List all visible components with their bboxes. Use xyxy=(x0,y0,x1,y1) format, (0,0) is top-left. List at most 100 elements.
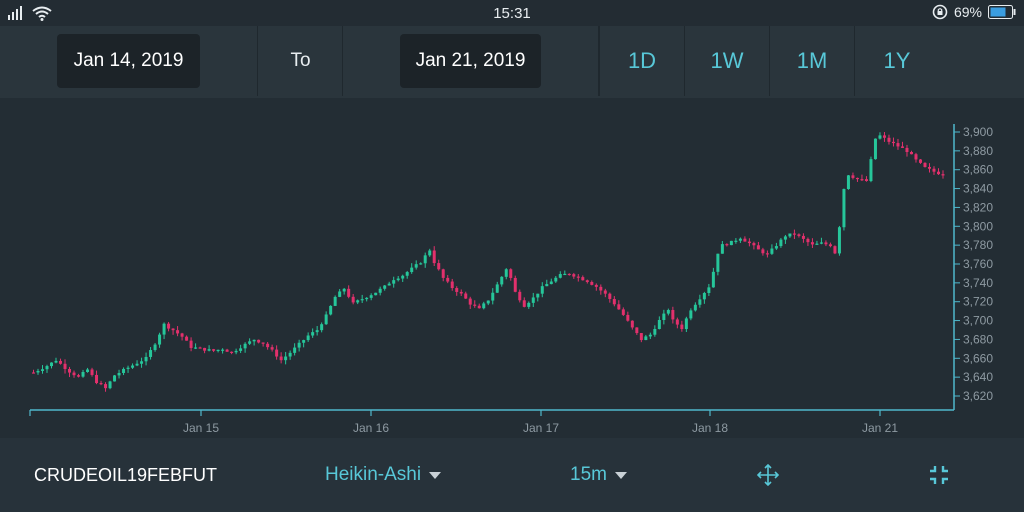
collapse-fullscreen-icon[interactable] xyxy=(927,463,951,487)
candle-body xyxy=(725,244,729,246)
candle-body xyxy=(680,324,684,330)
candle-body xyxy=(221,349,225,351)
candle-body xyxy=(113,375,117,382)
to-label-cell: To xyxy=(258,26,343,96)
candle-body xyxy=(108,381,112,389)
status-icons-left xyxy=(8,3,52,23)
candle-body xyxy=(693,304,697,311)
range-1w-button[interactable]: 1W xyxy=(684,26,769,96)
y-tick-label: 3,620 xyxy=(963,389,993,403)
candle-body xyxy=(626,314,630,321)
candle-body xyxy=(761,249,765,254)
candle-body xyxy=(432,250,436,264)
candle-body xyxy=(225,349,229,352)
candle-body xyxy=(572,274,576,277)
candle-body xyxy=(459,291,463,294)
candle-body xyxy=(711,271,715,288)
range-1m-button[interactable]: 1M xyxy=(769,26,854,96)
chart-type-dropdown[interactable]: Heikin-Ashi xyxy=(325,438,442,512)
candle-body xyxy=(297,342,301,348)
chart-controls-bar: CRUDEOIL19FEBFUT Heikin-Ashi 15m xyxy=(0,438,1024,512)
candle-body xyxy=(468,298,472,305)
candle-body xyxy=(788,233,792,237)
candle-body xyxy=(410,267,414,273)
candle-body xyxy=(54,360,58,363)
candle-body xyxy=(896,143,900,147)
candle-body xyxy=(900,146,904,148)
candle-body xyxy=(473,304,477,306)
candle-body xyxy=(846,175,850,190)
candle-body xyxy=(104,384,108,389)
candle-body xyxy=(657,320,661,330)
candle-body xyxy=(797,234,801,236)
candle-body xyxy=(653,329,657,335)
candle-body xyxy=(878,135,882,139)
candle-body xyxy=(162,323,166,335)
candle-body xyxy=(774,246,778,249)
candle-body xyxy=(873,138,877,160)
to-date-picker[interactable]: Jan 21, 2019 xyxy=(400,34,541,88)
candle-body xyxy=(563,273,567,276)
candle-body xyxy=(324,314,328,325)
from-date-picker[interactable]: Jan 14, 2019 xyxy=(57,34,200,88)
candle-body xyxy=(369,295,373,298)
candle-body xyxy=(513,277,517,292)
candle-body xyxy=(266,343,270,348)
candle-body xyxy=(891,141,895,144)
candle-body xyxy=(45,366,49,370)
to-label: To xyxy=(290,50,311,71)
candle-body xyxy=(518,291,522,301)
candle-body xyxy=(941,174,945,176)
candle-body xyxy=(446,277,450,282)
candle-body xyxy=(423,255,427,264)
candlestick-chart[interactable]: 3,620 3,640 3,660 3,680 3,700 3,720 3,740 3,760… xyxy=(0,98,1024,438)
candle-body xyxy=(932,168,936,172)
battery-percent: 69% xyxy=(953,4,982,20)
candle-body xyxy=(855,177,859,180)
candle-body xyxy=(176,330,180,334)
candle-body xyxy=(810,242,814,245)
candle-body xyxy=(288,352,292,357)
candle-body xyxy=(860,179,864,181)
candle-body xyxy=(554,277,558,282)
candle-body xyxy=(320,324,324,331)
candle-body xyxy=(135,363,139,366)
candle-body xyxy=(824,242,828,245)
candle-body xyxy=(477,305,481,309)
candle-body xyxy=(212,349,216,351)
candle-body xyxy=(864,179,868,182)
range-1d-button[interactable]: 1D xyxy=(599,26,684,96)
candle-body xyxy=(306,335,310,341)
candle-body xyxy=(230,351,234,353)
y-tick-label: 3,660 xyxy=(963,351,993,365)
price-chart-area[interactable]: 3,620 3,640 3,660 3,680 3,700 3,720 3,740 3,760… xyxy=(0,98,1024,438)
interval-dropdown[interactable]: 15m xyxy=(570,438,627,512)
candle-body xyxy=(401,275,405,279)
candle-body xyxy=(576,276,580,278)
candle-body xyxy=(684,318,688,330)
y-tick-label: 3,700 xyxy=(963,314,993,328)
candle-body xyxy=(392,280,396,284)
candle-body xyxy=(185,336,189,341)
candle-body xyxy=(806,238,810,243)
candle-body xyxy=(99,383,103,385)
battery-icon xyxy=(988,5,1016,19)
candle-body xyxy=(482,303,486,309)
candle-body xyxy=(801,235,805,239)
candle-body xyxy=(689,310,693,319)
candle-body xyxy=(594,284,598,287)
candle-body xyxy=(140,361,144,364)
candle-body xyxy=(540,286,544,294)
candle-body xyxy=(707,287,711,293)
y-tick-label: 3,800 xyxy=(963,219,993,233)
move-crosshair-icon[interactable] xyxy=(756,463,780,487)
y-tick-label: 3,880 xyxy=(963,144,993,158)
candle-body xyxy=(455,288,459,292)
candle-body xyxy=(41,369,45,371)
range-1y-button[interactable]: 1Y xyxy=(854,26,939,96)
candle-body xyxy=(338,291,342,297)
candle-body xyxy=(558,274,562,278)
candle-body xyxy=(729,240,733,246)
candle-body xyxy=(779,239,783,247)
candle-body xyxy=(842,189,846,228)
